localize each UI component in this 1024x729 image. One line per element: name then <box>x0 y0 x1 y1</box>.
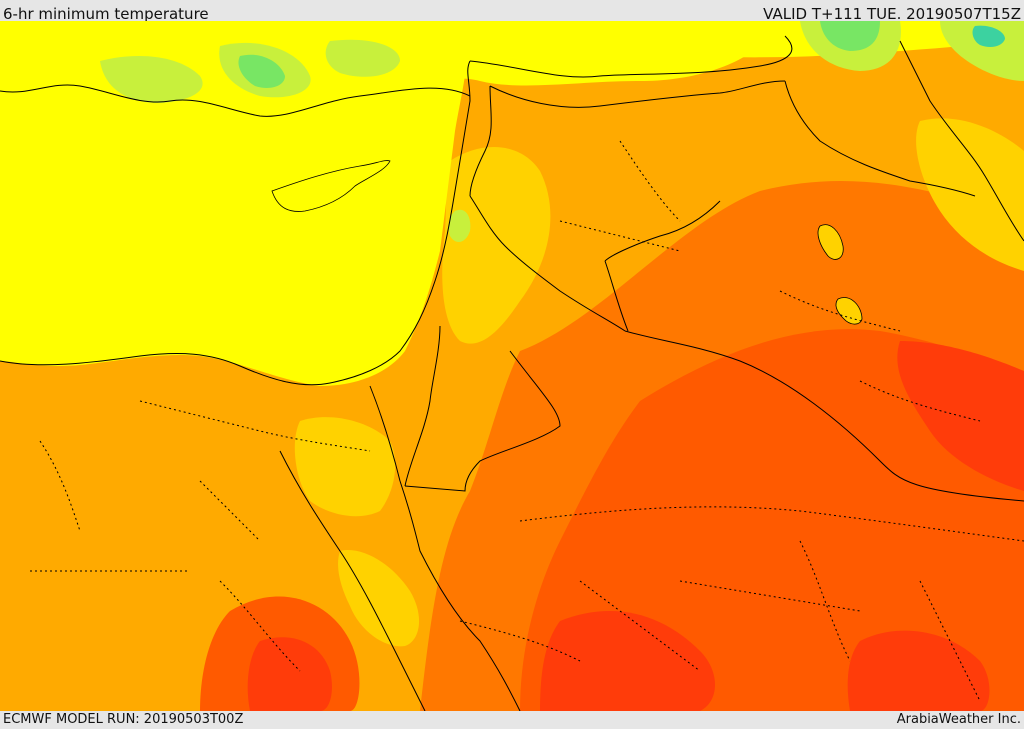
model-run: ECMWF MODEL RUN: 20190503T00Z <box>3 712 244 727</box>
valid-time: VALID T+111 TUE. 20190507T15Z <box>763 5 1021 23</box>
map-title: 6-hr minimum temperature <box>3 5 209 23</box>
credit: ArabiaWeather Inc. <box>896 712 1021 727</box>
footer-bar: ECMWF MODEL RUN: 20190503T00Z ArabiaWeat… <box>0 711 1024 729</box>
coastlines <box>0 35 1024 711</box>
hottest-zone-egypt <box>247 637 332 711</box>
country-borders <box>369 80 1024 502</box>
header-bar: 6-hr minimum temperature VALID T+111 TUE… <box>0 0 1024 23</box>
temperature-map <box>0 21 1024 711</box>
internal-boundaries <box>30 140 1024 702</box>
mediterranean-sea <box>0 21 470 386</box>
hot-zone-east <box>520 329 1024 711</box>
cold-patch-3 <box>972 25 1005 47</box>
cold-patch-2 <box>820 21 880 51</box>
hottest-zone-southeast <box>847 630 990 711</box>
mild-zone-sinai <box>294 417 396 517</box>
cool-patch-3 <box>325 39 400 77</box>
lake-habbaniyah <box>835 297 863 325</box>
cool-patch-1 <box>100 56 203 103</box>
mild-zone-levant <box>442 147 551 344</box>
mild-zone-redsea <box>338 550 420 647</box>
cyprus-island <box>271 160 391 212</box>
cool-patch-6 <box>448 209 471 243</box>
hottest-zone-south <box>540 611 715 711</box>
lake-tharthar <box>817 224 844 260</box>
cold-patch-1 <box>238 54 285 88</box>
